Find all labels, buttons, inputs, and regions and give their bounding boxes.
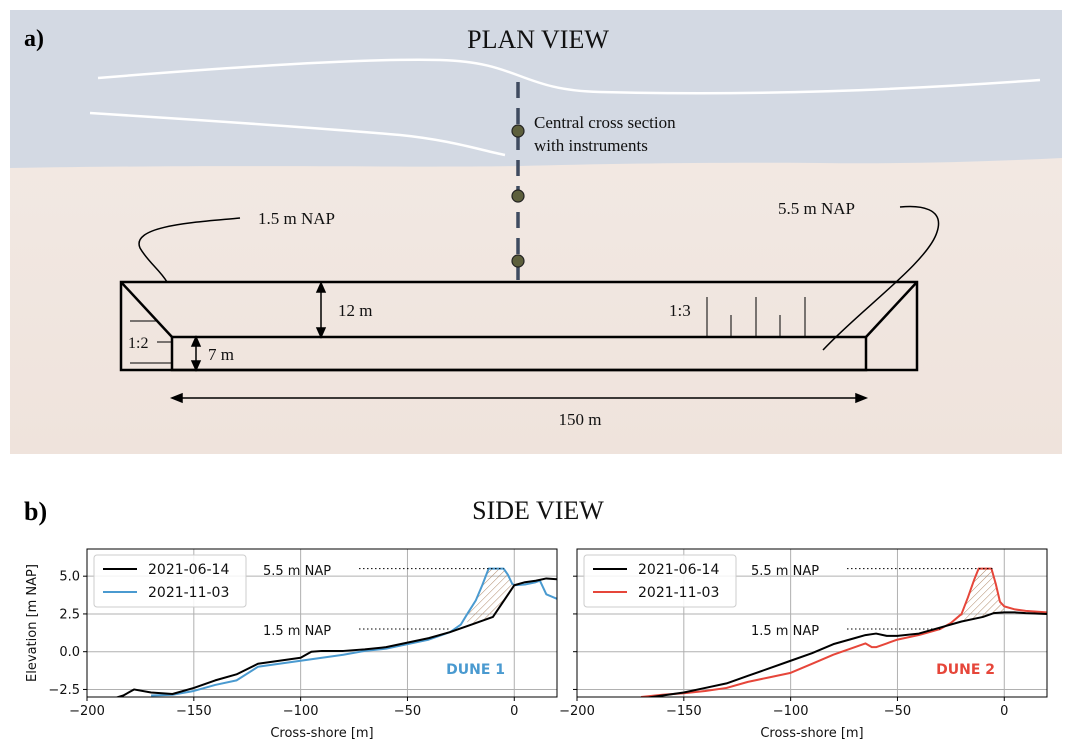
dune2-chart: −200 −150 −100 −50 0 2021-06-14 2021-11-03 5… [559,548,1048,741]
x-tick-label: −150 [666,704,702,719]
x-tick-label: −50 [884,704,911,719]
panel-label-a: a) [24,26,44,52]
x-axis-label-2: Cross-shore [m] [760,726,863,741]
side-view-panel: b) SIDE VIEW Elevation [m NAP] −200 −150−… [24,496,1048,741]
y-tick-label: 5.0 [59,570,80,585]
length-label: 150 m [559,410,602,429]
annotation-low: 1.5 m NAP [751,624,819,639]
water-area [10,10,1062,168]
panel-label-b: b) [24,497,47,526]
width-12m-arrow [315,281,327,339]
deposition-hatch [961,568,1005,622]
instrument-markers [511,124,525,268]
x-axis-label-1: Cross-shore [m] [270,726,373,741]
x-tick-label: −200 [559,704,595,719]
side-view-title: SIDE VIEW [472,496,604,525]
slope-front-label: 1:3 [669,301,691,320]
instrument-label-line1: Central cross section [534,113,676,132]
dune2-label: DUNE 2 [936,662,995,678]
plan-view-title: PLAN VIEW [467,25,609,54]
dune2-legend: 2021-06-14 2021-11-03 [583,554,737,608]
series-line-initial [114,577,557,697]
series-line-initial [644,611,1047,697]
x-tick-label: −150 [176,704,212,719]
wave-line-1 [97,58,1041,95]
plan-view-panel: a) PLAN VIEW Central cross section with … [10,10,1062,454]
dune1-chart: −200 −150 −100 −50 0 −2.5 0.0 2.5 5.0 2021-06-14… [48,548,558,741]
series-line-after [640,567,1047,697]
deposition-hatch [467,568,513,627]
low-elevation-label: 1.5 m NAP [258,209,335,228]
width-12m-label: 12 m [338,301,372,320]
high-elevation-label: 5.5 m NAP [778,199,855,218]
slope-front-ticks [706,297,806,337]
y-tick-label: 0.0 [59,645,80,660]
low-elevation-leader [138,217,241,283]
dune1-legend: 2021-06-14 2021-11-03 [93,554,247,608]
annotation-high: 5.5 m NAP [263,564,331,579]
x-tick-label: −100 [773,704,809,719]
legend-entry: 2021-06-14 [148,562,229,578]
length-arrow [169,392,869,404]
x-tick-label: −100 [283,704,319,719]
y-axis-label: Elevation [m NAP] [25,564,40,682]
instrument-marker [511,124,525,138]
instrument-marker [511,189,525,203]
annotation-high: 5.5 m NAP [751,564,819,579]
width-7m-label: 7 m [208,345,234,364]
dune1-label: DUNE 1 [446,662,505,678]
annotation-low: 1.5 m NAP [263,624,331,639]
high-elevation-leader [822,205,940,351]
slope-side-label: 1:2 [128,335,148,352]
dune-outline [119,280,919,372]
legend-entry: 2021-11-03 [638,585,719,601]
legend-entry: 2021-06-14 [638,562,719,578]
y-tick-label: −2.5 [48,683,80,698]
x-tick-label: −50 [394,704,421,719]
width-7m-arrow [190,335,202,372]
legend-entry: 2021-11-03 [148,585,229,601]
instrument-marker [511,254,525,268]
wave-line-2 [89,111,506,157]
x-tick-label: 0 [510,704,518,719]
x-tick-label: 0 [1000,704,1008,719]
y-tick-label: 2.5 [59,607,80,622]
instrument-label-line2: with instruments [534,136,648,155]
x-tick-label: −200 [69,704,105,719]
